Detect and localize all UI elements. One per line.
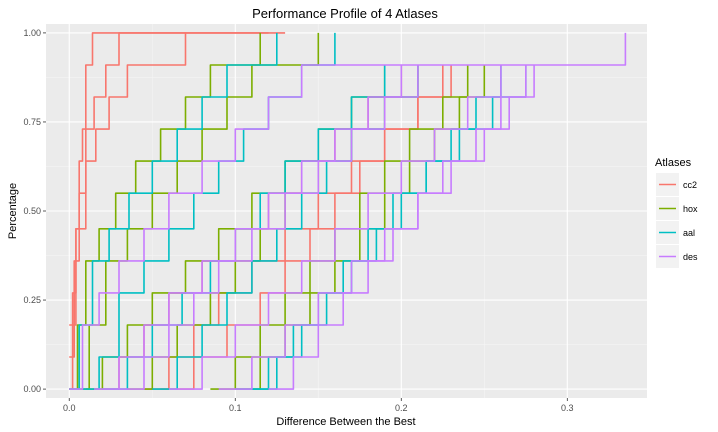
x-tick-label: 0.3 bbox=[561, 403, 574, 413]
series-lines bbox=[69, 32, 627, 390]
series-des bbox=[69, 32, 627, 390]
y-tick-label: 0.00 bbox=[23, 384, 41, 394]
series-des-curve-1 bbox=[69, 32, 627, 390]
legend-label-aal: aal bbox=[683, 228, 695, 238]
y-tick-label: 0.50 bbox=[23, 206, 41, 216]
x-axis-title: Difference Between the Best bbox=[276, 416, 415, 428]
series-cc2-curve-6 bbox=[160, 65, 444, 390]
y-axis-title: Percentage bbox=[7, 183, 19, 239]
legend-items: cc2 hox aal des bbox=[656, 173, 698, 268]
series-des-curve-6 bbox=[218, 65, 535, 390]
series-cc2-curve-2 bbox=[69, 32, 269, 358]
x-tick-label: 0.2 bbox=[395, 403, 408, 413]
series-des-curve-3 bbox=[119, 65, 419, 390]
x-axis-ticks: 0.0 0.1 0.2 0.3 bbox=[63, 398, 574, 413]
series-des-curve-4 bbox=[168, 65, 502, 390]
y-axis-ticks: 0.00 0.25 0.50 0.75 1.00 bbox=[23, 28, 46, 394]
legend-title: Atlases bbox=[655, 157, 692, 169]
series-aal-curve-1 bbox=[69, 32, 278, 390]
y-tick-label: 0.25 bbox=[23, 295, 41, 305]
chart-title: Performance Profile of 4 Atlases bbox=[252, 6, 438, 21]
x-tick-label: 0.0 bbox=[63, 403, 76, 413]
y-tick-label: 0.75 bbox=[23, 117, 41, 127]
legend-label-hox: hox bbox=[683, 204, 698, 214]
legend-label-des: des bbox=[683, 252, 698, 262]
series-hox-curve-2 bbox=[77, 32, 320, 390]
series-hox-curve-1 bbox=[69, 32, 261, 390]
series-cc2-curve-3 bbox=[69, 32, 286, 326]
legend: Atlases cc2 hox aal des bbox=[655, 157, 698, 268]
legend-label-cc2: cc2 bbox=[683, 180, 697, 190]
y-tick-label: 1.00 bbox=[23, 28, 41, 38]
x-tick-label: 0.1 bbox=[229, 403, 242, 413]
